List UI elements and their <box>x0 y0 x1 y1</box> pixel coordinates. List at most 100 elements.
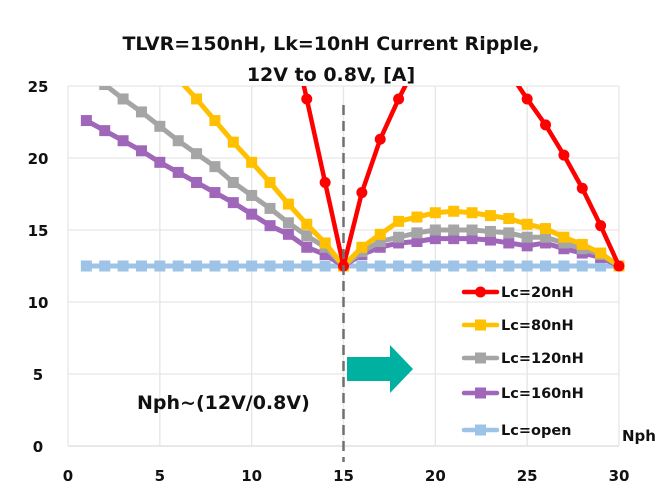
legend-item: Lc=20nH <box>461 285 574 301</box>
data-point <box>282 260 294 272</box>
data-point <box>301 230 313 242</box>
data-point <box>448 205 460 217</box>
data-point <box>356 241 368 253</box>
data-point <box>282 217 294 229</box>
data-point <box>393 231 405 243</box>
legend-label: Lc=80nH <box>501 318 574 334</box>
data-point <box>135 106 147 118</box>
data-point <box>540 260 552 272</box>
data-point <box>558 149 570 161</box>
data-point <box>99 125 111 137</box>
data-point <box>503 237 515 249</box>
data-point <box>484 234 496 246</box>
data-point <box>264 260 276 272</box>
data-point <box>521 231 533 243</box>
data-point <box>246 189 258 201</box>
data-point <box>503 66 514 77</box>
data-point <box>301 260 313 272</box>
data-point <box>576 182 588 194</box>
legend-label: Lc=open <box>501 423 571 439</box>
data-point <box>172 135 184 147</box>
x-tick-label: 30 <box>609 467 630 485</box>
data-point <box>595 247 607 259</box>
data-point <box>282 198 294 210</box>
data-point <box>576 260 588 272</box>
series-lc-open <box>80 260 625 272</box>
data-point <box>540 237 552 249</box>
data-point <box>301 218 313 230</box>
y-axis-ticks: 0 5 10 15 20 25 <box>28 78 49 456</box>
data-point <box>411 260 423 272</box>
data-point <box>191 260 203 272</box>
data-point <box>558 243 570 255</box>
data-point <box>80 115 92 127</box>
data-point <box>393 237 405 249</box>
data-point <box>429 224 441 236</box>
legend: Lc=20nH Lc=80nH Lc=120nH Lc=160nH Lc=open <box>461 285 584 439</box>
data-point <box>209 161 221 173</box>
data-point <box>135 260 147 272</box>
data-point <box>374 241 386 253</box>
data-point <box>319 176 331 188</box>
data-point <box>558 260 570 272</box>
data-point <box>172 166 184 178</box>
data-point <box>209 260 221 272</box>
data-point <box>540 223 552 235</box>
data-point <box>172 260 184 272</box>
legend-marker <box>475 286 486 298</box>
data-point <box>282 228 294 240</box>
data-point <box>466 260 478 272</box>
y-tick-label: 5 <box>33 366 43 384</box>
x-tick-label: 20 <box>425 467 446 485</box>
data-point <box>227 197 239 209</box>
data-point <box>191 148 203 160</box>
data-point <box>99 86 111 91</box>
data-point <box>595 220 607 232</box>
data-point <box>503 260 515 272</box>
data-point <box>301 241 313 253</box>
data-point <box>521 93 533 105</box>
data-point <box>448 224 460 236</box>
data-point <box>393 93 405 105</box>
x-tick-label: 0 <box>63 467 73 485</box>
data-point <box>135 145 147 157</box>
data-point <box>484 260 496 272</box>
data-point <box>356 187 368 199</box>
x-axis-ticks: 0 5 10 15 20 25 30 <box>63 467 630 485</box>
legend-marker <box>475 319 486 331</box>
data-point <box>191 93 203 105</box>
x-tick-label: 5 <box>155 467 165 485</box>
data-point <box>521 218 533 230</box>
data-point <box>173 73 184 84</box>
data-point <box>503 212 515 224</box>
data-point <box>264 220 276 232</box>
data-point <box>521 240 533 252</box>
right-arrow-icon <box>347 345 413 393</box>
data-point <box>227 176 239 188</box>
data-point <box>393 260 405 272</box>
data-point <box>521 260 533 272</box>
data-point <box>117 260 129 272</box>
data-point <box>429 207 441 219</box>
data-point <box>191 176 203 188</box>
y-tick-label: 0 <box>33 438 43 456</box>
data-point <box>540 119 552 131</box>
legend-marker <box>475 352 486 364</box>
data-point <box>209 187 221 199</box>
data-point <box>558 237 570 249</box>
data-point <box>319 248 331 260</box>
x-tick-label: 10 <box>241 467 262 485</box>
data-point <box>356 260 368 272</box>
data-point <box>374 236 386 248</box>
data-point <box>319 260 331 272</box>
data-point <box>209 115 221 127</box>
data-point <box>154 156 166 168</box>
data-point <box>99 260 111 272</box>
data-point <box>264 176 276 188</box>
chart-title-line-2: 12V to 0.8V, [A] <box>247 64 415 86</box>
data-point <box>558 231 570 243</box>
legend-marker <box>475 387 486 399</box>
data-point <box>411 211 423 223</box>
data-point <box>613 260 625 272</box>
legend-item: Lc=80nH <box>461 318 574 334</box>
